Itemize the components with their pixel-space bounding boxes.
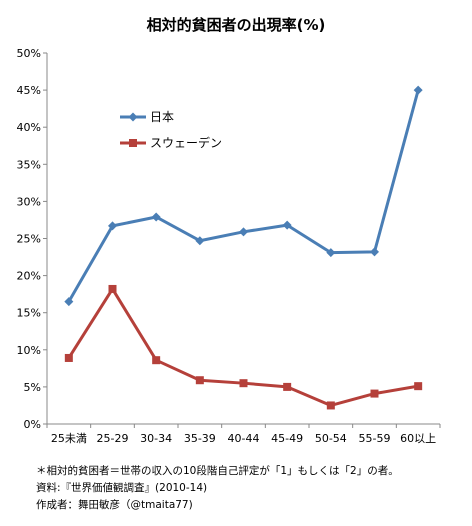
y-tick-label: 25% — [17, 233, 41, 246]
footnote-source: 資料:『世界価値観調査』(2010-14) — [36, 481, 207, 494]
data-point — [326, 248, 336, 258]
y-tick-label: 50% — [17, 47, 41, 60]
x-axis: 25未満 25-29 30-34 35-39 40-44 45-49 50-54 55-59 6… — [46, 423, 441, 445]
data-point — [239, 227, 248, 237]
y-tick-label: 45% — [17, 84, 41, 97]
data-point — [326, 401, 335, 410]
x-tick-label: 35-39 — [184, 432, 216, 445]
x-tick-label: 40-44 — [228, 432, 260, 445]
data-point — [195, 236, 205, 246]
footnote-definition: ＊相対的貧困者＝世帯の収入の10段階自己評定が「1」もしくは「2」の者。 — [36, 464, 399, 477]
legend-label-japan: 日本 — [150, 110, 174, 124]
data-point — [108, 284, 117, 293]
series-line-0 — [67, 89, 420, 303]
legend-marker-japan — [128, 112, 138, 122]
data-point — [151, 212, 161, 222]
data-point — [195, 376, 204, 385]
data-point — [152, 356, 161, 365]
y-tick-label: 20% — [17, 270, 41, 283]
data-point — [239, 379, 248, 388]
x-tick-label: 25-29 — [97, 432, 129, 445]
y-tick-label: 15% — [17, 307, 41, 320]
y-axis: 0% 5% 10% 15% 20% 25% 30% 35% 40% 45% 50% — [17, 47, 48, 431]
legend-item-japan: 日本 — [120, 110, 174, 124]
x-tick-label: 45-49 — [271, 432, 303, 445]
data-point — [414, 382, 423, 391]
data-point — [370, 389, 379, 398]
y-tick-label: 40% — [17, 121, 41, 134]
y-tick-label: 30% — [17, 195, 41, 208]
x-tick-label: 55-59 — [359, 432, 391, 445]
y-tick-label: 0% — [24, 418, 41, 431]
y-tick-label: 10% — [17, 344, 41, 357]
footnote-author: 作成者：舞田敏彦（@tmaita77) — [36, 498, 193, 511]
series-layer — [64, 85, 423, 410]
x-tick-label: 60以上 — [400, 432, 436, 445]
legend-marker-sweden — [129, 139, 137, 147]
data-point — [282, 220, 292, 230]
series-line-1 — [67, 287, 419, 407]
data-point — [64, 353, 73, 362]
legend-item-sweden: スウェーデン — [120, 135, 222, 150]
data-point — [64, 297, 74, 307]
y-tick-label: 5% — [24, 381, 41, 394]
legend: 日本 スウェーデン — [120, 110, 222, 150]
data-point — [413, 85, 423, 95]
data-point — [370, 247, 379, 257]
y-tick-label: 35% — [17, 158, 41, 171]
data-point — [283, 382, 292, 391]
x-tick-label: 30-34 — [140, 432, 172, 445]
data-point — [108, 221, 117, 231]
x-tick-label: 25未満 — [51, 432, 87, 445]
chart-title: 相対的貧困者の出現率(%) — [147, 16, 326, 34]
legend-label-sweden: スウェーデン — [150, 135, 222, 150]
x-tick-label: 50-54 — [315, 432, 347, 445]
